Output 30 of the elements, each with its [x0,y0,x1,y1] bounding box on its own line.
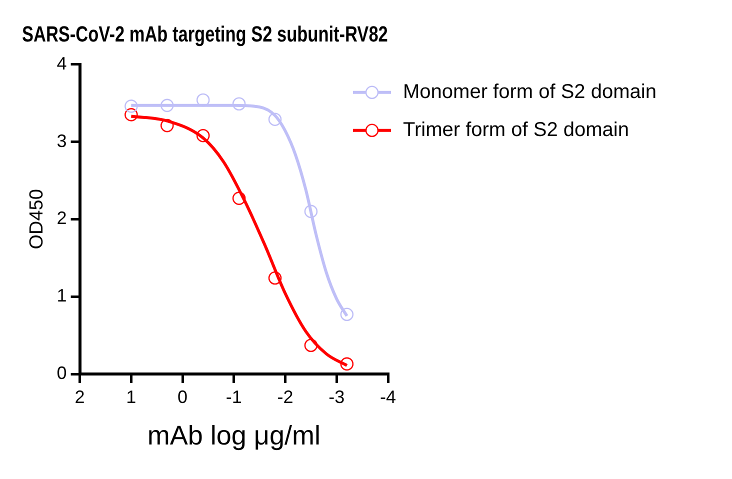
y-tick-label: 2 [56,208,67,228]
point [196,128,210,142]
y-tick-label: 1 [56,286,67,306]
x-tick-label: 2 [74,386,85,407]
x-tick-label: 0 [178,386,188,407]
legend-label: Monomer form of S2 domain [403,80,656,103]
point [268,112,282,126]
point [340,357,354,371]
point [268,271,282,285]
y-axis-title: OD450 [26,189,48,250]
x-tick-label: -2 [277,386,294,407]
y-tick-label: 4 [56,53,67,74]
point [340,308,354,322]
point [124,100,138,113]
point [124,108,138,122]
point [160,118,174,132]
x-tick-label: 1 [126,386,136,407]
point [232,97,246,111]
x-tick-label: -3 [328,386,345,407]
legend-label: Trimer form of S2 domain [403,118,629,141]
point [232,192,246,205]
x-axis-title: mAb log μg/ml [147,420,320,450]
x-tick-label: -4 [380,386,396,407]
point [304,204,318,218]
point [304,338,318,352]
y-tick-label: 0 [56,362,67,383]
point [160,98,174,112]
chart-title: SARS-CoV-2 mAb targeting S2 subunit-RV82 [22,22,388,47]
x-tick-label: -1 [226,386,242,407]
y-tick-label: 3 [56,130,67,151]
